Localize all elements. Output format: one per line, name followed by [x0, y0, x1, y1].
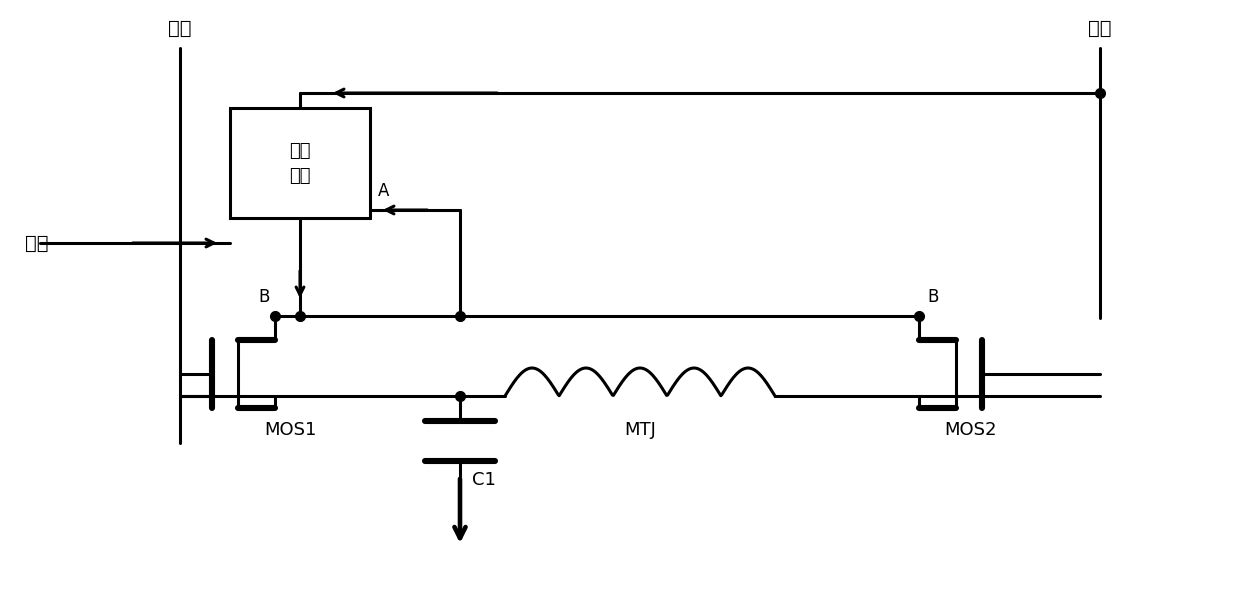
Text: B: B: [259, 288, 270, 306]
Text: B: B: [928, 288, 939, 306]
Text: 控制
单元: 控制 单元: [289, 142, 311, 185]
Text: 位线: 位线: [1089, 19, 1112, 38]
Text: 字线: 字线: [25, 233, 48, 252]
Bar: [229, 108, 370, 218]
Text: 源线: 源线: [169, 19, 192, 38]
Text: MOS2: MOS2: [944, 421, 997, 439]
Text: MOS1: MOS1: [264, 421, 316, 439]
Text: MTJ: MTJ: [624, 421, 656, 439]
Text: A: A: [378, 182, 389, 200]
Text: C1: C1: [472, 471, 496, 489]
